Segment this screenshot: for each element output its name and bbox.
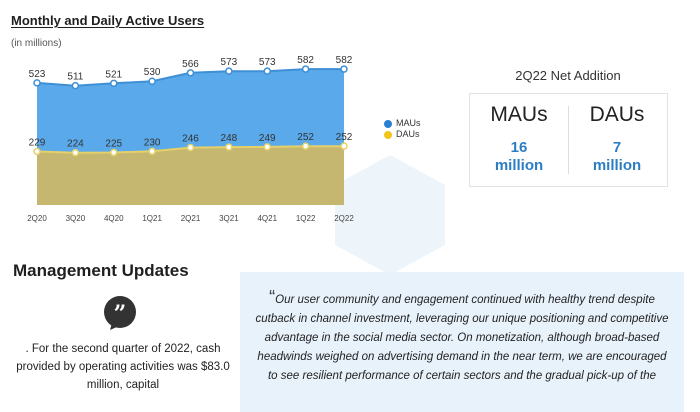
speech-bubble-icon: ” — [104, 296, 136, 330]
data-label-daus-2q21: 246 — [182, 134, 199, 145]
point-daus-4q21 — [263, 143, 271, 151]
point-maus-4q21 — [263, 67, 271, 75]
point-daus-3q20 — [71, 148, 80, 157]
management-updates-title: Management Updates — [13, 261, 189, 280]
data-label-daus-3q20: 224 — [67, 139, 84, 150]
chart-subtitle: (in millions) — [11, 38, 62, 49]
x-tick-2q21: 2Q21 — [181, 214, 201, 223]
legend-item-daus: DAUs — [384, 129, 421, 140]
data-label-daus-2q20: 229 — [29, 138, 46, 149]
x-tick-4q21: 4Q21 — [257, 214, 277, 223]
net-addition-daus-value: 7 — [612, 139, 622, 156]
point-daus-1q21 — [148, 147, 156, 156]
area-chart: 523 511 521 530 566 573 573 582 582 229 224 225 230 2… — [27, 55, 354, 223]
point-maus-1q22 — [301, 65, 310, 73]
x-tick-3q21: 3Q21 — [219, 214, 239, 223]
management-quote: “Our user community and engagement conti… — [252, 288, 672, 386]
data-label-daus-3q21: 248 — [221, 133, 238, 144]
x-tick-1q21: 1Q21 — [142, 214, 162, 223]
net-addition-title: 2Q22 Net Addition — [515, 68, 621, 83]
data-label-maus-3q20: 511 — [67, 72, 83, 83]
area-daus — [37, 146, 344, 205]
net-addition-maus-label: MAUs — [490, 103, 548, 126]
data-label-maus-2q20: 523 — [29, 69, 46, 80]
legend-label-daus: DAUs — [396, 129, 420, 139]
net-addition-divider — [568, 106, 569, 174]
net-addition-daus-label: DAUs — [589, 103, 645, 126]
svg-text:”: ” — [114, 301, 127, 327]
point-daus-1q22 — [301, 142, 310, 150]
legend-item-maus: MAUs — [384, 118, 421, 129]
chart-legend: MAUs DAUs — [384, 118, 421, 140]
net-addition-maus-unit: million — [494, 157, 544, 174]
point-maus-1q21 — [148, 77, 156, 85]
point-maus-4q20 — [110, 79, 118, 88]
data-label-maus-2q22: 582 — [336, 55, 353, 66]
point-daus-2q21 — [186, 143, 195, 152]
data-label-daus-2q22: 252 — [336, 132, 353, 143]
data-label-maus-4q21: 573 — [259, 57, 276, 68]
point-maus-3q20 — [71, 81, 80, 90]
data-label-daus-4q21: 249 — [259, 133, 276, 144]
cash-flow-text: . For the second quarter of 2022, cash p… — [16, 343, 230, 391]
point-maus-3q21 — [225, 67, 233, 75]
net-addition-daus-unit: million — [592, 157, 642, 174]
legend-swatch-daus — [384, 130, 392, 139]
point-daus-4q20 — [110, 148, 118, 157]
point-maus-2q22 — [340, 65, 348, 73]
x-tick-2q22: 2Q22 — [334, 214, 354, 223]
data-label-maus-4q20: 521 — [105, 69, 122, 80]
data-label-maus-1q21: 530 — [144, 67, 161, 78]
quote-body: Our user community and engagement contin… — [255, 294, 669, 382]
point-daus-2q22 — [340, 142, 348, 150]
x-tick-4q20: 4Q20 — [104, 214, 124, 223]
data-label-daus-1q21: 230 — [144, 137, 161, 148]
point-maus-2q21 — [186, 69, 195, 77]
x-tick-2q20: 2Q20 — [27, 214, 47, 223]
point-daus-2q20 — [33, 147, 41, 156]
legend-label-maus: MAUs — [396, 118, 421, 128]
x-tick-3q20: 3Q20 — [66, 214, 86, 223]
point-daus-3q21 — [225, 143, 233, 151]
data-label-daus-1q22: 252 — [297, 132, 314, 143]
legend-swatch-maus — [384, 119, 392, 128]
chart-title: Monthly and Daily Active Users — [11, 13, 205, 28]
net-addition-maus: MAUs 16 million — [470, 94, 568, 186]
watermark-logo — [335, 155, 445, 275]
point-maus-2q20 — [33, 79, 41, 87]
quote-panel — [240, 272, 684, 412]
data-label-maus-3q21: 573 — [221, 57, 238, 68]
net-addition-panel: MAUs 16 million DAUs 7 million — [469, 93, 668, 187]
data-label-maus-2q21: 566 — [182, 59, 199, 70]
quote-open-mark: “ — [269, 287, 276, 307]
net-addition-daus: DAUs 7 million — [568, 94, 666, 186]
net-addition-maus-value: 16 — [510, 139, 528, 156]
data-label-daus-4q20: 225 — [105, 138, 122, 149]
data-label-maus-1q22: 582 — [297, 55, 314, 66]
x-tick-1q22: 1Q22 — [296, 214, 316, 223]
